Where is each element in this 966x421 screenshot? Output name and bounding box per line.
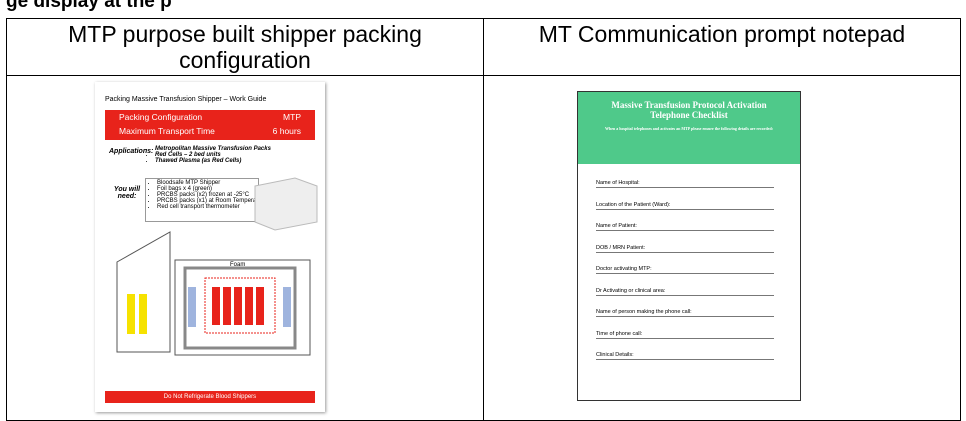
work-guide-image: Packing Massive Transfusion Shipper – Wo… bbox=[95, 82, 325, 412]
diagram bbox=[116, 177, 318, 356]
checklist-image: Massive Transfusion Protocol Activation … bbox=[577, 91, 801, 401]
list-item: Thawed Plasma (as Red Cells) bbox=[155, 158, 271, 164]
banner-text: MTP bbox=[283, 112, 301, 122]
label-text: You will need: bbox=[113, 186, 141, 200]
checklist-header: Massive Transfusion Protocol Activation … bbox=[578, 92, 800, 164]
checklist-subtitle: When a hospital telephones and activates… bbox=[605, 126, 773, 131]
diagram-label: Foam bbox=[230, 262, 246, 268]
label-text: Applications: bbox=[109, 148, 154, 155]
banner-text: 6 hours bbox=[272, 126, 301, 136]
heading: ge display at the p bbox=[6, 0, 172, 12]
form-field: Name of person making the phone call: bbox=[596, 309, 774, 317]
page: ge display at the p MTP purpose built sh… bbox=[0, 0, 966, 412]
list-item: PRCBS packs (x1) at Room Temperature bbox=[157, 198, 267, 204]
form-field: DOB / MRN Patient: bbox=[596, 245, 774, 253]
form-field: Dr Activating or clinical area: bbox=[596, 288, 774, 296]
header-cell: MT Communication prompt notepad bbox=[483, 18, 961, 76]
list-item: Foil bags x 4 (green) bbox=[157, 186, 267, 192]
form-field: Time of phone call: bbox=[596, 331, 774, 339]
banner-text: Maximum Transport Time bbox=[119, 126, 215, 136]
form-field: Clinical Details: bbox=[596, 352, 774, 360]
form-field: Doctor activating MTP: bbox=[596, 266, 774, 274]
guide-footer: Do Not Refrigerate Blood Shippers bbox=[105, 391, 315, 403]
list: Metropolitan Massive Transfusion PacksRe… bbox=[145, 146, 271, 164]
list: Bloodsafe MTP ShipperFoil bags x 4 (gree… bbox=[147, 180, 267, 210]
guide-title: Packing Massive Transfusion Shipper – Wo… bbox=[105, 96, 267, 103]
list-item: Bloodsafe MTP Shipper bbox=[157, 180, 267, 186]
header-cell: MTP purpose built shipper packing config… bbox=[6, 18, 484, 76]
list-item: Metropolitan Massive Transfusion Packs bbox=[155, 146, 271, 152]
label: Applications: bbox=[109, 148, 153, 155]
form-field: Location of the Patient (Ward): bbox=[596, 202, 774, 210]
list-item: PRCBS packs (x2) frozen at -25°C bbox=[157, 192, 267, 198]
form-field: Name of Hospital: bbox=[596, 180, 774, 188]
banner: Packing Configuration MTP Maximum Transpo… bbox=[105, 110, 315, 140]
banner-text: Packing Configuration bbox=[119, 112, 203, 122]
list-item: Red cell transport thermometer bbox=[157, 204, 267, 210]
checklist-title: Massive Transfusion Protocol Activation … bbox=[611, 100, 767, 120]
form-field: Name of Patient: bbox=[596, 223, 774, 231]
label: You will need: bbox=[109, 186, 145, 200]
list-item: Red Cells – 2 bed units bbox=[155, 152, 271, 158]
